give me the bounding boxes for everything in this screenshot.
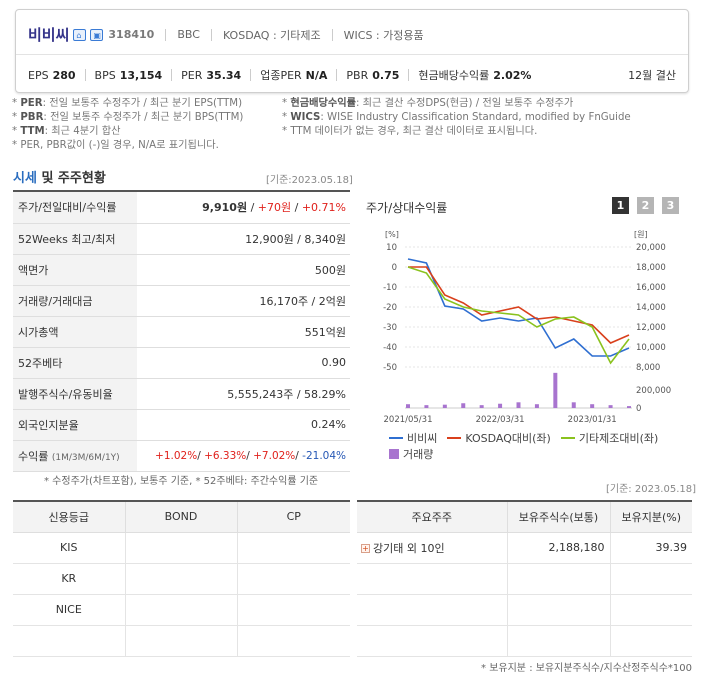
period-button-2[interactable]: 2 — [637, 197, 654, 214]
metric-per: PER 35.34 — [181, 68, 242, 82]
volume-bar — [571, 402, 576, 408]
volume-tick: 0 — [636, 404, 641, 414]
volume-tick: 200,000 — [636, 386, 671, 396]
y-left-tick: -10 — [383, 283, 397, 293]
current-price: 9,910원 — [202, 201, 248, 215]
stock-code: 318410 — [108, 28, 155, 41]
table-row — [357, 624, 692, 657]
holders-footnote: * 보유지분 : 보유지분주식수/지수산정주식수*100 — [481, 663, 692, 674]
notes-right: * 현금배당수익률: 최근 결산 수정DPS(현금) / 전일 보통주 수정주가… — [282, 98, 631, 137]
table-row — [357, 593, 692, 626]
table-row — [357, 562, 692, 595]
volume-bar — [516, 402, 521, 408]
chart-title: 주가/상대수익률 — [366, 201, 448, 215]
table-row: 52주베타 0.90 — [13, 347, 350, 379]
metric-bps: BPS 13,154 — [94, 68, 163, 82]
series-line — [407, 266, 630, 365]
metrics-row: EPS 280 BPS 13,154 PER 35.34 업종PER N/A PBR 0.… — [28, 67, 531, 83]
eng-name: BBC — [177, 28, 200, 41]
x-tick: 2022/03/31 — [476, 415, 525, 425]
table-row: NICE — [13, 593, 350, 626]
y-right-tick: 12,000 — [636, 323, 666, 333]
major-shareholders-table: 주요주주 보유주식수(보통) 보유지분(%) + 강기태 외 10인 2,188,18… — [357, 500, 692, 657]
price-chart: [%] [원] 10 0 -10 -20 -30 -40 -50 20,000 18,000 16,0… — [383, 230, 671, 425]
table-row: 거래량/거래대금 16,170주 / 2억원 — [13, 285, 350, 317]
notes-left: * PER: 전일 보통주 수정주가 / 최근 분기 EPS(TTM) * PB… — [12, 98, 244, 151]
credit-base-date: [기준: 2023.05.18] — [606, 484, 697, 495]
volume-bar — [424, 405, 429, 408]
y-left-tick: -30 — [383, 323, 397, 333]
volume-bar — [498, 403, 503, 408]
legend-item: 기타제조대비(좌) — [560, 430, 658, 446]
settlement-month: 12월 결산 — [628, 69, 676, 82]
shareholder-name: 강기태 외 10인 — [373, 541, 445, 555]
expand-icon[interactable]: + — [361, 544, 370, 553]
series-line — [407, 258, 630, 357]
y-left-tick: -40 — [383, 343, 397, 353]
right-unit-label: [원] — [634, 230, 648, 239]
legend-item: 비비씨 — [389, 430, 437, 446]
metric-eps: EPS 280 — [28, 68, 76, 82]
table-row — [13, 624, 350, 657]
y-right-tick: 18,000 — [636, 263, 666, 273]
wics-sector: WICS : 가정용품 — [343, 28, 424, 42]
y-left-tick: 10 — [386, 243, 397, 253]
y-left-tick: -20 — [383, 303, 397, 313]
y-right-tick: 20,000 — [636, 243, 666, 253]
volume-bar — [608, 405, 613, 408]
chart-legend: 비비씨 KOSDAQ대비(좌) 기타제조대비(좌) — [389, 430, 658, 446]
period-button-3[interactable]: 3 — [662, 197, 679, 214]
table-row: 52Weeks 최고/최저 12,900원 / 8,340원 — [13, 223, 350, 255]
company-name[interactable]: 비비씨 — [28, 26, 70, 44]
y-right-tick: 14,000 — [636, 303, 666, 313]
table-row: 시가총액 551억원 — [13, 316, 350, 348]
company-info-icon[interactable]: ▣ — [90, 28, 104, 41]
volume-bar — [590, 404, 595, 408]
volume-bar — [406, 404, 410, 408]
legend-item: KOSDAQ대비(좌) — [447, 430, 551, 446]
y-right-tick: 8,000 — [636, 363, 660, 373]
metric-pbr: PBR 0.75 — [346, 68, 400, 82]
x-tick: 2021/05/31 — [384, 415, 433, 425]
volume-bar — [627, 406, 631, 408]
volume-bar — [479, 405, 484, 408]
table-row: 발행주식수/유동비율 5,555,243주 / 58.29% — [13, 378, 350, 410]
home-icon[interactable]: ⌂ — [73, 28, 87, 41]
market-table: 주가/전일대비/수익률 9,910원 / +70원 / +0.71% 52Wee… — [13, 192, 350, 472]
metric-dividend-yield: 현금배당수익률 2.02% — [418, 69, 532, 82]
table-row: KIS — [13, 531, 350, 564]
table-row: 외국인지분율 0.24% — [13, 409, 350, 441]
credit-rating-table: 신용등급 BOND CP KIS KR NICE — [13, 500, 350, 657]
y-left-tick: -50 — [383, 363, 397, 373]
company-header: 비비씨 ⌂ ▣ 318410 BBC KOSDAQ : 기타제조 WICS : … — [15, 9, 689, 93]
market-footnote: * 수정주가(차트포함), 보통주 기준, * 52주베타: 주간수익률 기준 — [44, 476, 319, 487]
volume-bar — [534, 404, 539, 408]
volume-bar — [461, 403, 466, 408]
chart-legend-volume: 거래량 — [389, 446, 433, 462]
table-row: 주가/전일대비/수익률 9,910원 / +70원 / +0.71% — [13, 192, 350, 224]
y-left-tick: 0 — [392, 263, 397, 273]
price-rate: +0.71% — [301, 201, 346, 215]
period-button-1[interactable]: 1 — [612, 197, 629, 214]
table-row: 액면가 500원 — [13, 254, 350, 286]
series-line — [408, 266, 630, 344]
market-base-date: [기준:2023.05.18] — [266, 175, 353, 186]
table-row: KR — [13, 562, 350, 595]
x-tick: 2023/01/31 — [568, 415, 617, 425]
volume-bar — [553, 372, 558, 408]
volume-bar — [442, 404, 447, 408]
metric-sector-per: 업종PER N/A — [260, 69, 328, 82]
market-sector: KOSDAQ : 기타제조 — [222, 28, 321, 42]
table-row: + 강기태 외 10인 2,188,180 39.39 — [357, 531, 692, 564]
table-row: 수익률 (1M/3M/6M/1Y) +1.02%/ +6.33%/ +7.02%… — [13, 440, 350, 472]
section-title: 시세 및 주주현황 — [13, 171, 106, 186]
left-unit-label: [%] — [385, 230, 399, 239]
y-right-tick: 10,000 — [636, 343, 666, 353]
price-change: +70원 — [257, 201, 292, 215]
y-right-tick: 16,000 — [636, 283, 666, 293]
